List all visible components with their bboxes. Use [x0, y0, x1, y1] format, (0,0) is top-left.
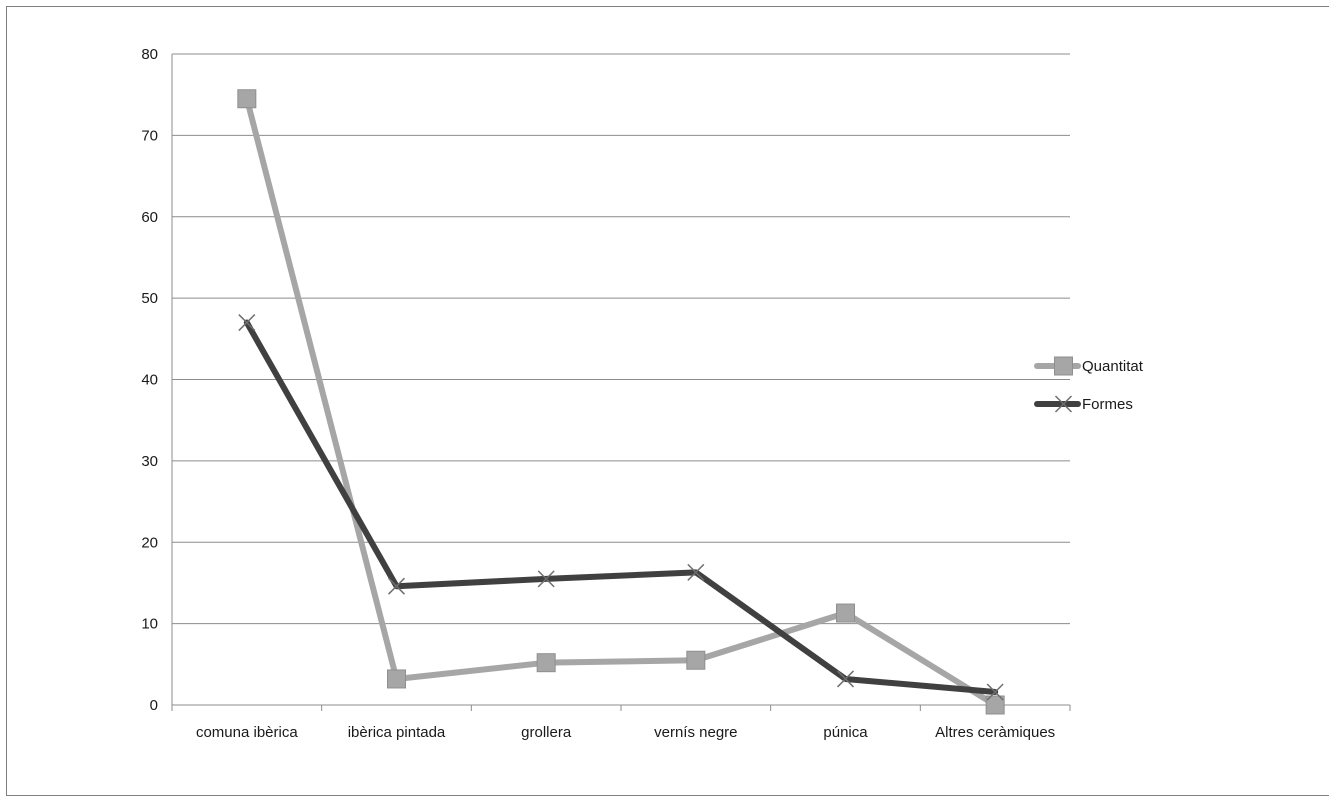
x-tick-label: púnica [823, 724, 868, 741]
data-point-quantitat [237, 89, 257, 109]
legend-label-formes: Formes [1082, 396, 1133, 413]
y-tick-label: 10 [141, 616, 158, 633]
x-tick-label: vernís negre [654, 724, 737, 741]
data-point-quantitat [686, 650, 706, 670]
legend-marker-formes [1054, 395, 1073, 413]
y-tick-label: 60 [141, 209, 158, 226]
y-tick-label: 30 [141, 453, 158, 470]
data-point-formes [387, 577, 406, 595]
legend-marker-quantitat [1054, 356, 1073, 376]
data-point-formes [537, 570, 555, 588]
data-point-quantitat [985, 695, 1005, 715]
data-point-formes [986, 683, 1004, 701]
y-tick-label: 70 [141, 127, 158, 144]
data-point-formes [836, 670, 855, 688]
data-point-quantitat [387, 669, 406, 689]
data-point-quantitat [836, 603, 855, 623]
x-tick-label: grollera [521, 724, 572, 741]
x-tick-label: ibèrica pintada [348, 724, 446, 741]
series-line-quantitat [243, 95, 999, 708]
data-point-formes [238, 314, 256, 332]
legend-label-quantitat: Quantitat [1082, 358, 1144, 375]
y-tick-label: 20 [141, 534, 158, 551]
data-point-quantitat [536, 653, 556, 673]
chart-frame [6, 6, 1329, 796]
data-point-formes [687, 563, 705, 581]
x-tick-label: comuna ibèrica [196, 724, 298, 741]
series-line-formes [243, 319, 999, 695]
y-tick-label: 0 [150, 697, 158, 714]
y-tick-label: 80 [141, 46, 158, 63]
y-tick-label: 40 [141, 372, 158, 389]
x-tick-label: Altres ceràmiques [935, 724, 1055, 741]
y-tick-label: 50 [141, 290, 158, 307]
